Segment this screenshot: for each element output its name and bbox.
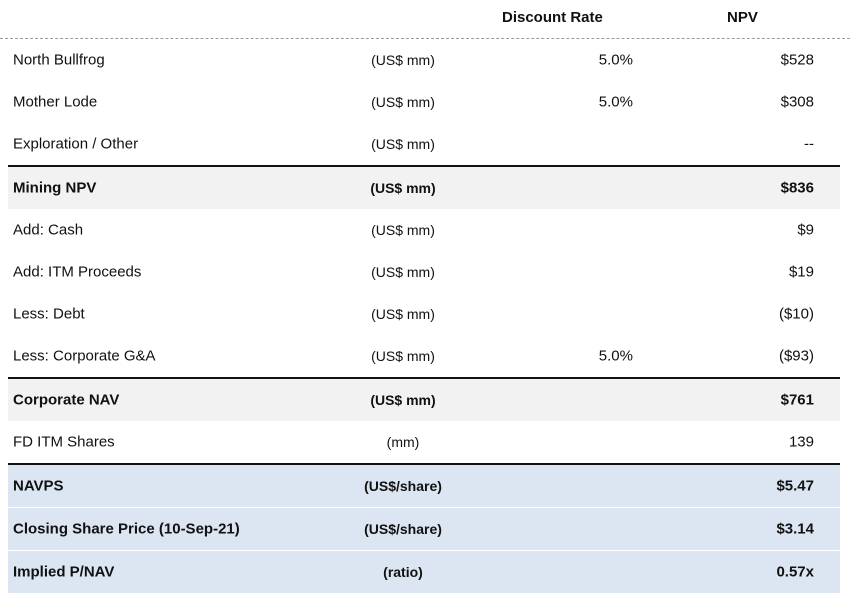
row-npv: 139	[788, 433, 814, 451]
row-label: Add: Cash	[13, 221, 84, 239]
row-label: Less: Debt	[13, 305, 85, 323]
row-unit: (US$ mm)	[371, 136, 435, 152]
table-row: Mother Lode (US$ mm) 5.0% $308	[8, 81, 840, 123]
row-label: Exploration / Other	[13, 135, 139, 153]
row-npv: $836	[780, 179, 814, 197]
row-unit: (US$ mm)	[371, 306, 435, 322]
table-row: North Bullfrog (US$ mm) 5.0% $528	[8, 39, 840, 81]
row-label: NAVPS	[13, 477, 64, 495]
table-row: Less: Debt (US$ mm) ($10)	[8, 293, 840, 335]
row-label: Less: Corporate G&A	[13, 347, 156, 365]
row-npv: $308	[780, 93, 814, 111]
row-npv: $5.47	[776, 477, 814, 495]
row-unit: (ratio)	[383, 564, 423, 580]
row-label: Closing Share Price (10-Sep-21)	[13, 520, 240, 538]
row-unit: (US$/share)	[364, 521, 442, 537]
row-unit: (US$ mm)	[371, 264, 435, 280]
summary-row: NAVPS (US$/share) $5.47	[8, 463, 840, 508]
row-npv: ($93)	[778, 347, 814, 365]
row-label: FD ITM Shares	[13, 433, 115, 451]
table-row: Add: ITM Proceeds (US$ mm) $19	[8, 251, 840, 293]
table-body: North Bullfrog (US$ mm) 5.0% $528 Mother…	[8, 39, 840, 593]
table-header: Discount Rate NPV	[0, 0, 850, 39]
row-discount-rate: 5.0%	[598, 347, 633, 365]
row-discount-rate: 5.0%	[598, 51, 633, 69]
row-npv: --	[804, 135, 814, 153]
row-unit: (US$ mm)	[370, 392, 436, 408]
summary-row: Closing Share Price (10-Sep-21) (US$/sha…	[8, 508, 840, 551]
row-label: Mining NPV	[13, 179, 97, 197]
row-npv: $9	[797, 221, 814, 239]
row-unit: (US$ mm)	[371, 348, 435, 364]
row-npv: ($10)	[778, 305, 814, 323]
row-unit: (US$ mm)	[370, 180, 436, 196]
header-discount-rate: Discount Rate	[502, 9, 603, 26]
row-npv: $19	[788, 263, 814, 281]
row-npv: 0.57x	[776, 563, 814, 581]
header-npv: NPV	[727, 9, 758, 26]
table-row: Exploration / Other (US$ mm) --	[8, 123, 840, 165]
subtotal-row: Corporate NAV (US$ mm) $761	[8, 377, 840, 421]
row-unit: (US$ mm)	[371, 52, 435, 68]
row-unit: (US$ mm)	[371, 94, 435, 110]
row-npv: $528	[780, 51, 814, 69]
row-unit: (US$ mm)	[371, 222, 435, 238]
row-npv: $761	[780, 391, 814, 409]
table-row: Less: Corporate G&A (US$ mm) 5.0% ($93)	[8, 335, 840, 377]
summary-row: Implied P/NAV (ratio) 0.57x	[8, 551, 840, 593]
row-label: Mother Lode	[13, 93, 98, 111]
row-label: Add: ITM Proceeds	[13, 263, 142, 281]
row-npv: $3.14	[776, 520, 814, 538]
row-label: North Bullfrog	[13, 51, 105, 69]
row-unit: (US$/share)	[364, 478, 442, 494]
table-row: FD ITM Shares (mm) 139	[8, 421, 840, 463]
row-label: Implied P/NAV	[13, 563, 115, 581]
row-label: Corporate NAV	[13, 391, 120, 409]
row-unit: (mm)	[386, 434, 420, 450]
subtotal-row: Mining NPV (US$ mm) $836	[8, 165, 840, 209]
row-discount-rate: 5.0%	[598, 93, 633, 111]
table-row: Add: Cash (US$ mm) $9	[8, 209, 840, 251]
